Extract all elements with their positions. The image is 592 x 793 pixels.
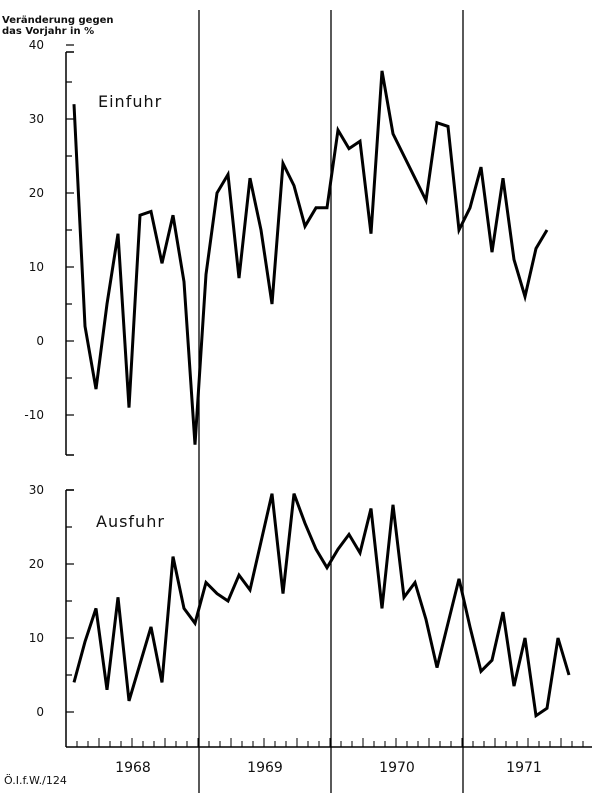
series-line xyxy=(72,493,571,719)
year-label: 1969 xyxy=(247,760,283,776)
y-tick-label: 10 xyxy=(29,631,44,645)
y-axis-title-line1: Veränderung gegen xyxy=(2,15,114,26)
y-tick-label: 40 xyxy=(29,38,44,52)
chart-ausfuhr: 30 20 10 0 Ausfuhr xyxy=(29,483,571,747)
series-line xyxy=(72,70,549,445)
year-label: 1970 xyxy=(379,760,415,776)
y-tick-label: 10 xyxy=(29,260,44,274)
year-dividers xyxy=(198,10,464,793)
x-axis: 1968 1969 1970 1971 xyxy=(65,738,592,776)
series-label: Einfuhr xyxy=(98,92,162,111)
y-tick-label: 20 xyxy=(29,186,44,200)
y-tick-label: 0 xyxy=(36,334,44,348)
year-label: 1968 xyxy=(115,760,151,776)
y-tick-label: 0 xyxy=(36,705,44,719)
y-axis-title-line2: das Vorjahr in % xyxy=(2,26,94,37)
series-label: Ausfuhr xyxy=(96,512,165,531)
y-tick-label: -10 xyxy=(24,408,44,422)
year-label: 1971 xyxy=(506,760,542,776)
chart-einfuhr: 40 30 20 10 0 -10 Einfuhr xyxy=(24,38,549,456)
source-label: Ö.I.f.W./124 xyxy=(4,774,67,787)
y-tick-label: 30 xyxy=(29,112,44,126)
y-tick-label: 30 xyxy=(29,483,44,497)
y-tick-label: 20 xyxy=(29,557,44,571)
